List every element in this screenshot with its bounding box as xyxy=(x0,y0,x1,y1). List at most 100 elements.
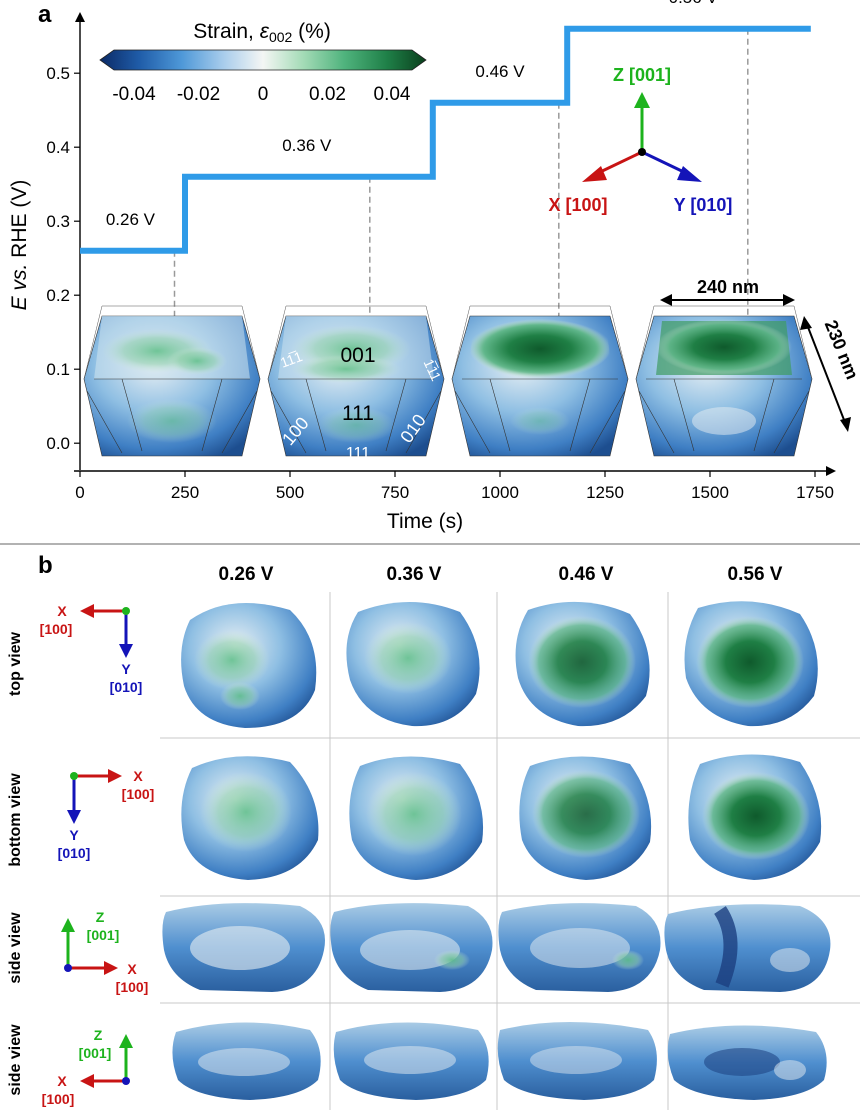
triad-z-label: Z [001] xyxy=(613,65,671,85)
x-tick-label-0: 0 xyxy=(75,483,84,502)
y-ticks: 0.0 0.1 0.2 0.3 0.4 0.5 xyxy=(46,64,80,453)
y-tick-label-3: 0.3 xyxy=(46,212,70,231)
potential-label-0: 0.26 V xyxy=(106,210,156,229)
triad-top-y-label: Y xyxy=(121,661,131,677)
triad-side2-x-label: X xyxy=(57,1073,67,1089)
row-labels: top view bottom view side view side view xyxy=(7,631,24,1095)
colorbar-tick-4: 0.04 xyxy=(374,84,411,105)
x-tick-label-5: 1250 xyxy=(586,483,624,502)
x-tick-label-4: 1000 xyxy=(481,483,519,502)
triad-y-arrow xyxy=(641,150,689,176)
triad-x-arrow xyxy=(595,150,643,176)
colorbar-bar xyxy=(99,49,427,71)
colorbar-tick-1: -0.02 xyxy=(177,84,220,105)
triad-origin xyxy=(638,148,646,156)
triad-y-arrowhead xyxy=(677,166,702,182)
depth-arrow xyxy=(805,321,847,426)
triad-bottom-x-index: [100] xyxy=(122,786,155,802)
width-arrow-left xyxy=(660,294,672,306)
facet-11-1-label: 11̅1 xyxy=(278,348,305,371)
y-tick-label-5: 0.5 xyxy=(46,64,70,83)
x-tick-label-7: 1750 xyxy=(796,483,834,502)
axes-triad: Z [001] X [100] Y [010] xyxy=(548,65,732,215)
column-headers: 0.26 V 0.36 V 0.46 V 0.56 V xyxy=(219,564,783,585)
bottom-view-0.46V xyxy=(519,756,652,880)
facet-111-bottom-label: 111 xyxy=(346,445,370,462)
panel-a-label: a xyxy=(38,1,52,28)
depth-arrow-top xyxy=(800,316,812,330)
triad-bottom-y-label: Y xyxy=(69,827,79,843)
x-axis-label: Time (s) xyxy=(387,510,463,533)
column-header-3: 0.56 V xyxy=(728,564,783,585)
top-view-0.26V xyxy=(181,602,317,728)
top-view-0.36V xyxy=(346,602,480,727)
potential-labels: 0.26 V 0.36 V 0.46 V 0.56 V xyxy=(106,0,719,229)
y-tick-label-4: 0.4 xyxy=(46,138,70,157)
potential-label-1: 0.36 V xyxy=(282,136,332,155)
depth-arrow-bottom xyxy=(840,417,851,432)
side-view-2-0.36V xyxy=(333,1022,489,1100)
x-tick-label-3: 750 xyxy=(381,483,409,502)
side-view-1-0.46V xyxy=(498,903,661,992)
triad-side2-z-index: [001] xyxy=(79,1045,112,1061)
particle-2 xyxy=(451,305,629,457)
triad-side2-x-index: [100] xyxy=(42,1091,75,1107)
colorbar: Strain, ε002 (%) -0.04 -0.02 0 0.02 0.04 xyxy=(99,20,427,105)
triad-x-label: X [100] xyxy=(548,195,607,215)
triad-side2-z-label: Z xyxy=(94,1027,103,1043)
facet-001-label: 001 xyxy=(340,344,375,367)
top-view-0.56V xyxy=(684,601,818,727)
row-label-top: top view xyxy=(7,631,24,696)
side-view-2-0.26V xyxy=(172,1022,321,1100)
triad-side1-z-index: [001] xyxy=(87,927,120,943)
colorbar-tick-0: -0.04 xyxy=(112,84,156,105)
triad-bottom-y-index: [010] xyxy=(58,845,91,861)
triad-top-x-label: X xyxy=(57,603,67,619)
width-label: 240 nm xyxy=(697,277,759,297)
potential-step-series xyxy=(80,25,811,254)
triad-y-label: Y [010] xyxy=(674,195,733,215)
potential-label-3: 0.56 V xyxy=(669,0,719,7)
side-view-1-0.26V xyxy=(162,903,325,992)
triad-side-view-2: Z [001] X [100] xyxy=(42,1027,133,1107)
panel-b-label: b xyxy=(38,552,53,579)
panel-b-grid xyxy=(160,592,860,1110)
x-tick-label-1: 250 xyxy=(171,483,199,502)
side-view-2-0.56V xyxy=(667,1025,827,1100)
row-label-side-2: side view xyxy=(7,1024,24,1096)
particle-1 xyxy=(267,305,445,457)
x-tick-label-2: 500 xyxy=(276,483,304,502)
colorbar-tick-3: 0.02 xyxy=(309,84,346,105)
triad-side1-z-label: Z xyxy=(96,909,105,925)
side-view-2-0.46V xyxy=(497,1022,657,1100)
colorbar-tick-2: 0 xyxy=(258,84,269,105)
triad-bottom-view: X [100] Y [010] xyxy=(58,768,155,861)
triad-bottom-x-label: X xyxy=(133,768,143,784)
potential-label-2: 0.46 V xyxy=(475,62,525,81)
x-ticks: 0 250 500 750 1000 1250 1500 1750 xyxy=(75,471,834,502)
triad-side1-x-label: X xyxy=(127,961,137,977)
panel-a-axes: 0.0 0.1 0.2 0.3 0.4 0.5 0 250 500 750 1000 1250 150… xyxy=(8,12,836,533)
row-label-side-1: side view xyxy=(7,912,24,984)
bottom-view-0.56V xyxy=(688,754,822,880)
colorbar-ticks: -0.04 -0.02 0 0.02 0.04 xyxy=(112,84,411,105)
side-view-1-0.36V xyxy=(330,903,493,992)
width-arrow-right xyxy=(783,294,795,306)
series-line-0 xyxy=(80,25,811,254)
triad-top-view: X [100] Y [010] xyxy=(40,603,143,695)
snapshot-lines xyxy=(173,28,749,320)
triad-side-view-1: Z [001] X [100] xyxy=(61,909,148,995)
colorbar-title: Strain, ε002 (%) xyxy=(193,20,331,45)
y-tick-label-1: 0.1 xyxy=(46,360,70,379)
particle-3 xyxy=(635,305,813,457)
y-tick-label-2: 0.2 xyxy=(46,286,70,305)
triad-x-arrowhead xyxy=(582,166,607,182)
x-tick-label-6: 1500 xyxy=(691,483,729,502)
triad-top-x-index: [100] xyxy=(40,621,73,637)
triad-side1-x-index: [100] xyxy=(116,979,149,995)
column-header-2: 0.46 V xyxy=(559,564,614,585)
y-axis-label: E vs. RHE (V) xyxy=(8,180,31,311)
column-header-1: 0.36 V xyxy=(387,564,442,585)
bottom-view-0.26V xyxy=(181,756,319,880)
